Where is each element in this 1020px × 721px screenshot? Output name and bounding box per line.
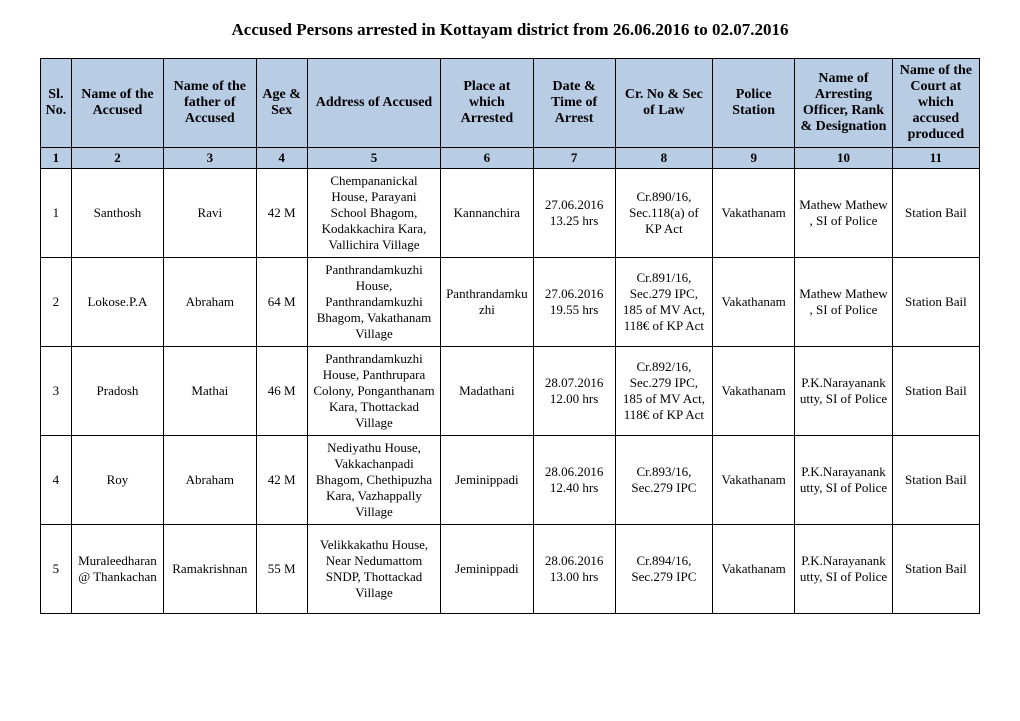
header-crno: Cr. No & Sec of Law <box>615 59 712 148</box>
cell-sl: 5 <box>41 525 72 614</box>
header-father: Name of the father of Accused <box>164 59 256 148</box>
cell-address: Chempananickal House, Parayani School Bh… <box>307 169 440 258</box>
table-row: 5 Muraleedharan @ Thankachan Ramakrishna… <box>41 525 980 614</box>
cell-accused: Pradosh <box>71 347 163 436</box>
cell-officer: P.K.Narayanankutty, SI of Police <box>795 436 892 525</box>
cell-officer: P.K.Narayanankutty, SI of Police <box>795 525 892 614</box>
column-number-row: 1 2 3 4 5 6 7 8 9 10 11 <box>41 148 980 169</box>
cell-accused: Roy <box>71 436 163 525</box>
cell-accused: Santhosh <box>71 169 163 258</box>
cell-father: Mathai <box>164 347 256 436</box>
arrest-table: Sl. No. Name of the Accused Name of the … <box>40 58 980 614</box>
colnum: 4 <box>256 148 307 169</box>
cell-address: Panthrandamkuzhi House, Panthrandamkuzhi… <box>307 258 440 347</box>
header-sl: Sl. No. <box>41 59 72 148</box>
colnum: 9 <box>713 148 795 169</box>
cell-address: Nediyathu House, Vakkachanpadi Bhagom, C… <box>307 436 440 525</box>
table-row: 4 Roy Abraham 42 M Nediyathu House, Vakk… <box>41 436 980 525</box>
header-court: Name of the Court at which accused produ… <box>892 59 979 148</box>
cell-court: Station Bail <box>892 258 979 347</box>
cell-station: Vakathanam <box>713 258 795 347</box>
cell-sl: 3 <box>41 347 72 436</box>
cell-accused: Muraleedharan @ Thankachan <box>71 525 163 614</box>
table-row: 2 Lokose.P.A Abraham 64 M Panthrandamkuz… <box>41 258 980 347</box>
cell-accused: Lokose.P.A <box>71 258 163 347</box>
cell-place: Jeminippadi <box>441 525 533 614</box>
cell-sl: 1 <box>41 169 72 258</box>
cell-address: Velikkakathu House, Near Nedumattom SNDP… <box>307 525 440 614</box>
cell-sl: 4 <box>41 436 72 525</box>
cell-station: Vakathanam <box>713 169 795 258</box>
cell-place: Madathani <box>441 347 533 436</box>
cell-father: Ramakrishnan <box>164 525 256 614</box>
cell-crno: Cr.893/16, Sec.279 IPC <box>615 436 712 525</box>
cell-father: Ravi <box>164 169 256 258</box>
cell-station: Vakathanam <box>713 347 795 436</box>
cell-age: 42 M <box>256 169 307 258</box>
cell-crno: Cr.890/16, Sec.118(a) of KP Act <box>615 169 712 258</box>
colnum: 3 <box>164 148 256 169</box>
header-datetime: Date & Time of Arrest <box>533 59 615 148</box>
colnum: 6 <box>441 148 533 169</box>
cell-officer: P.K.Narayanankutty, SI of Police <box>795 347 892 436</box>
cell-officer: Mathew Mathew , SI of Police <box>795 169 892 258</box>
cell-father: Abraham <box>164 258 256 347</box>
cell-address: Panthrandamkuzhi House, Panthrupara Colo… <box>307 347 440 436</box>
cell-datetime: 27.06.2016 19.55 hrs <box>533 258 615 347</box>
cell-officer: Mathew Mathew , SI of Police <box>795 258 892 347</box>
cell-court: Station Bail <box>892 347 979 436</box>
colnum: 2 <box>71 148 163 169</box>
cell-sl: 2 <box>41 258 72 347</box>
colnum: 1 <box>41 148 72 169</box>
cell-court: Station Bail <box>892 436 979 525</box>
header-officer: Name of Arresting Officer, Rank & Design… <box>795 59 892 148</box>
cell-father: Abraham <box>164 436 256 525</box>
cell-crno: Cr.891/16, Sec.279 IPC, 185 of MV Act, 1… <box>615 258 712 347</box>
cell-age: 46 M <box>256 347 307 436</box>
cell-age: 42 M <box>256 436 307 525</box>
colnum: 11 <box>892 148 979 169</box>
cell-crno: Cr.892/16, Sec.279 IPC, 185 of MV Act, 1… <box>615 347 712 436</box>
cell-age: 64 M <box>256 258 307 347</box>
header-row: Sl. No. Name of the Accused Name of the … <box>41 59 980 148</box>
header-accused: Name of the Accused <box>71 59 163 148</box>
cell-place: Panthrandamkuzhi <box>441 258 533 347</box>
cell-datetime: 28.06.2016 12.40 hrs <box>533 436 615 525</box>
colnum: 8 <box>615 148 712 169</box>
cell-court: Station Bail <box>892 169 979 258</box>
cell-court: Station Bail <box>892 525 979 614</box>
colnum: 7 <box>533 148 615 169</box>
header-address: Address of Accused <box>307 59 440 148</box>
cell-place: Jeminippadi <box>441 436 533 525</box>
table-row: 3 Pradosh Mathai 46 M Panthrandamkuzhi H… <box>41 347 980 436</box>
colnum: 10 <box>795 148 892 169</box>
table-row: 1 Santhosh Ravi 42 M Chempananickal Hous… <box>41 169 980 258</box>
cell-station: Vakathanam <box>713 525 795 614</box>
header-station: Police Station <box>713 59 795 148</box>
cell-station: Vakathanam <box>713 436 795 525</box>
header-age: Age & Sex <box>256 59 307 148</box>
page-title: Accused Persons arrested in Kottayam dis… <box>40 20 980 40</box>
cell-place: Kannanchira <box>441 169 533 258</box>
table-body: 1 Santhosh Ravi 42 M Chempananickal Hous… <box>41 169 980 614</box>
cell-datetime: 27.06.2016 13.25 hrs <box>533 169 615 258</box>
cell-datetime: 28.06.2016 13.00 hrs <box>533 525 615 614</box>
cell-datetime: 28.07.2016 12.00 hrs <box>533 347 615 436</box>
cell-crno: Cr.894/16, Sec.279 IPC <box>615 525 712 614</box>
colnum: 5 <box>307 148 440 169</box>
header-place: Place at which Arrested <box>441 59 533 148</box>
cell-age: 55 M <box>256 525 307 614</box>
